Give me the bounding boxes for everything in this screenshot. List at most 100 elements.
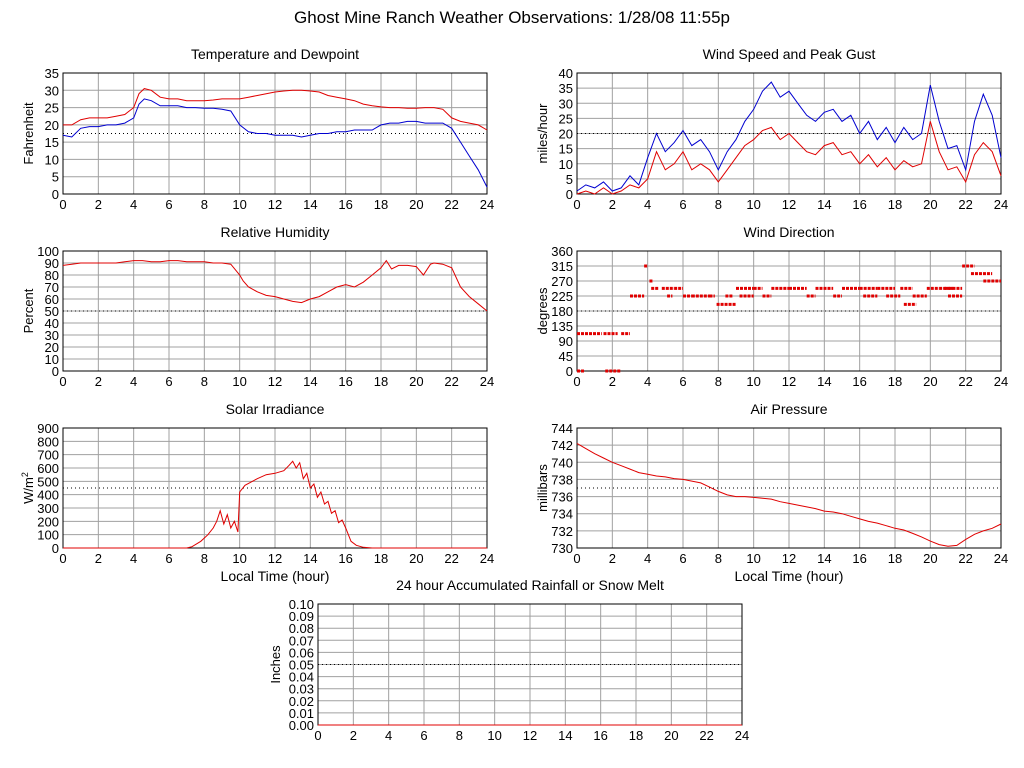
x-tick-label: 10 (746, 374, 760, 389)
x-tick-label: 6 (679, 374, 686, 389)
x-tick-label: 22 (444, 197, 458, 212)
x-tick-label: 4 (644, 374, 651, 389)
x-tick-label: 18 (374, 374, 388, 389)
x-tick-label: 20 (923, 374, 937, 389)
x-tick-label: 22 (958, 551, 972, 566)
x-tick-label: 0 (573, 551, 580, 566)
chart-title: Relative Humidity (221, 224, 330, 240)
y-tick-label: 0.10 (289, 597, 314, 612)
y-tick-label: 10 (45, 352, 59, 367)
x-tick-label: 18 (888, 197, 902, 212)
y-tick-label: 270 (551, 274, 573, 289)
y-tick-label: 730 (551, 541, 573, 556)
x-tick-label: 18 (888, 374, 902, 389)
x-tick-label: 24 (994, 551, 1008, 566)
y-tick-label: 40 (559, 66, 573, 81)
x-tick-label: 22 (444, 374, 458, 389)
y-tick-label: 90 (559, 334, 573, 349)
y-tick-label: 500 (37, 474, 59, 489)
x-tick-label: 4 (644, 551, 651, 566)
plot-frame (62, 72, 488, 195)
chart-rh: 0 2 4 6 8 10 12 14 16 18 20 22 240102030405060708090… (21, 224, 494, 389)
x-tick-label: 24 (480, 374, 494, 389)
x-tick-label: 12 (523, 728, 537, 743)
y-tick-label: 15 (45, 135, 59, 150)
y-tick-label: 5 (566, 172, 573, 187)
y-tick-label: 90 (45, 256, 59, 271)
y-tick-label: 0.07 (289, 633, 314, 648)
y-tick-label: 35 (559, 81, 573, 96)
y-tick-label: 0 (52, 364, 59, 379)
x-tick-label: 14 (303, 551, 317, 566)
chart-title: 24 hour Accumulated Rainfall or Snow Mel… (396, 577, 664, 593)
series-line-solar-0 (63, 460, 487, 549)
chart-title: Wind Direction (743, 224, 834, 240)
x-tick-label: 14 (817, 374, 831, 389)
x-tick-label: 8 (201, 551, 208, 566)
y-tick-label: 0.04 (289, 670, 314, 685)
y-tick-label: 0.09 (289, 609, 314, 624)
y-tick-label: 0.03 (289, 682, 314, 697)
y-tick-label: 300 (37, 501, 59, 516)
y-tick-label: 20 (45, 340, 59, 355)
x-tick-label: 4 (130, 374, 137, 389)
y-tick-label: 738 (551, 472, 573, 487)
x-tick-label: 16 (852, 374, 866, 389)
x-axis-label: Local Time (hour) (221, 568, 330, 584)
x-tick-label: 24 (480, 551, 494, 566)
y-tick-label: 135 (551, 319, 573, 334)
x-tick-label: 12 (782, 374, 796, 389)
y-tick-label: 740 (551, 455, 573, 470)
x-tick-label: 22 (699, 728, 713, 743)
x-tick-label: 16 (338, 197, 352, 212)
y-tick-label: 30 (559, 96, 573, 111)
plot-frame (576, 250, 1002, 372)
x-tick-label: 8 (715, 197, 722, 212)
x-tick-label: 2 (350, 728, 357, 743)
x-tick-label: 0 (573, 374, 580, 389)
y-tick-label: 10 (559, 157, 573, 172)
y-tick-label: 0 (52, 187, 59, 202)
x-tick-label: 24 (994, 374, 1008, 389)
x-tick-label: 20 (409, 197, 423, 212)
y-tick-label: 742 (551, 438, 573, 453)
plot-frame (62, 427, 488, 549)
x-tick-label: 14 (558, 728, 572, 743)
y-axis-label: Percent (21, 288, 36, 333)
x-tick-label: 2 (609, 551, 616, 566)
chart-title: Temperature and Dewpoint (191, 46, 359, 62)
chart-title: Wind Speed and Peak Gust (703, 46, 876, 62)
x-tick-label: 14 (303, 197, 317, 212)
y-tick-label: 0 (52, 541, 59, 556)
x-tick-label: 20 (923, 197, 937, 212)
x-tick-label: 12 (268, 551, 282, 566)
x-tick-label: 20 (409, 551, 423, 566)
x-tick-label: 20 (923, 551, 937, 566)
x-tick-label: 4 (130, 197, 137, 212)
x-tick-label: 8 (201, 374, 208, 389)
x-tick-label: 16 (852, 197, 866, 212)
x-tick-label: 10 (232, 197, 246, 212)
x-tick-label: 4 (385, 728, 392, 743)
y-tick-label: 5 (52, 170, 59, 185)
x-tick-label: 6 (679, 551, 686, 566)
page-title: Ghost Mine Ranch Weather Observations: 1… (294, 8, 730, 27)
y-tick-label: 734 (551, 507, 573, 522)
y-tick-label: 0 (566, 364, 573, 379)
x-tick-label: 6 (420, 728, 427, 743)
y-tick-label: 200 (37, 514, 59, 529)
x-tick-label: 18 (374, 197, 388, 212)
plot-frame (576, 72, 1002, 195)
x-tick-label: 8 (201, 197, 208, 212)
y-tick-label: 600 (37, 461, 59, 476)
x-tick-label: 10 (232, 551, 246, 566)
y-tick-label: 45 (559, 349, 573, 364)
y-tick-label: 700 (37, 448, 59, 463)
x-tick-label: 14 (817, 197, 831, 212)
y-tick-label: 30 (45, 328, 59, 343)
chart-solar: 0 2 4 6 8 10 12 14 16 18 20 22 240100200300400500600… (20, 401, 494, 584)
y-tick-label: 40 (45, 316, 59, 331)
x-tick-label: 22 (958, 197, 972, 212)
x-tick-label: 4 (130, 551, 137, 566)
